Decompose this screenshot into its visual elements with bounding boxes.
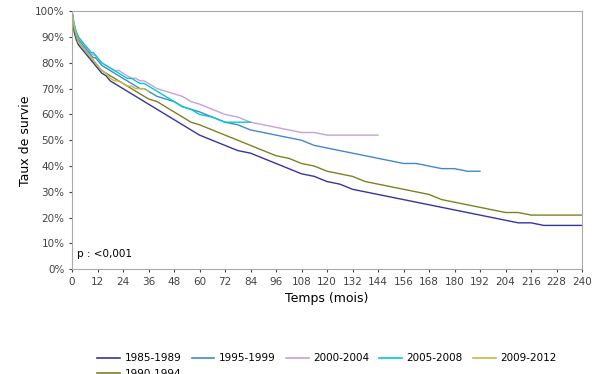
X-axis label: Temps (mois): Temps (mois) <box>286 292 368 306</box>
Legend: 1985-1989, 1990-1994, 1995-1999, 2000-2004, 2005-2008, 2009-2012: 1985-1989, 1990-1994, 1995-1999, 2000-20… <box>93 349 561 374</box>
Text: p : <0,001: p : <0,001 <box>77 249 132 259</box>
Y-axis label: Taux de survie: Taux de survie <box>19 95 32 186</box>
